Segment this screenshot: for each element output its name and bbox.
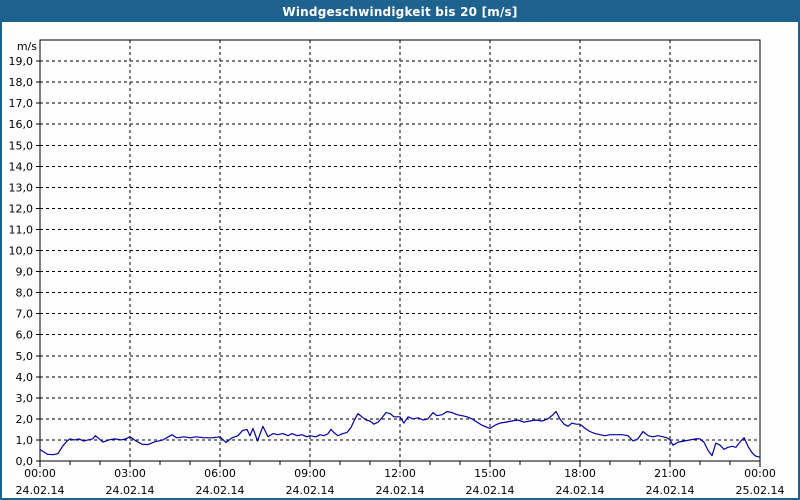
x-tick-date-label: 25.02.14: [736, 484, 785, 497]
y-tick-label: 1,0: [16, 434, 34, 447]
y-tick-label: 2,0: [16, 413, 34, 426]
x-tick-time-label: 21:00: [654, 467, 686, 480]
title-bar: Windgeschwindigkeit bis 20 [m/s]: [2, 2, 798, 22]
y-tick-label: 12,0: [9, 202, 34, 215]
wind-speed-chart: m/s 0,0 1,0 2,0 3,0 4,0 5,0 6,0 7,0 8,0 9,0 10,0 11,…: [9, 39, 785, 497]
y-tick-label: 16,0: [9, 118, 34, 131]
y-tick-label: 3,0: [16, 392, 34, 405]
x-tick-date-label: 24.02.14: [106, 484, 155, 497]
y-tick-label: 19,0: [9, 55, 34, 68]
y-tick-label: 8,0: [16, 287, 34, 300]
y-tick-label: 14,0: [9, 160, 34, 173]
y-tick-label: 7,0: [16, 308, 34, 321]
plot-frame: [39, 39, 761, 462]
x-tick-time-label: 09:00: [294, 467, 326, 480]
x-tick-date-label: 24.02.14: [196, 484, 245, 497]
x-tick-date-label: 24.02.14: [16, 484, 65, 497]
x-tick-time-label: 12:00: [384, 467, 416, 480]
y-tick-label: 10,0: [9, 245, 34, 258]
x-tick-date-label: 24.02.14: [466, 484, 515, 497]
x-tick-time-label: 00:00: [744, 467, 776, 480]
x-tick-date-label: 24.02.14: [286, 484, 335, 497]
y-tick-label: 6,0: [16, 329, 34, 342]
y-tick-label: 15,0: [9, 139, 34, 152]
x-tick-time-label: 15:00: [474, 467, 506, 480]
x-tick-time-label: 18:00: [564, 467, 596, 480]
y-tick-label: 17,0: [9, 97, 34, 110]
x-tick-time-label: 06:00: [204, 467, 236, 480]
x-tick-date-label: 24.02.14: [376, 484, 425, 497]
y-tick-label: 4,0: [16, 371, 34, 384]
y-tick-label: 9,0: [16, 266, 34, 279]
y-tick-label: 5,0: [16, 350, 34, 363]
x-tick-date-label: 24.02.14: [646, 484, 695, 497]
x-tick-date-label: 24.02.14: [556, 484, 605, 497]
series-line: [39, 410, 760, 458]
y-tick-label: 13,0: [9, 181, 34, 194]
y-axis-unit-label: m/s: [17, 40, 37, 53]
y-tick-label: 11,0: [9, 223, 34, 236]
y-tick-label: 0,0: [16, 455, 34, 468]
y-tick-label: 18,0: [9, 76, 34, 89]
x-tick-time-label: 00:00: [24, 467, 56, 480]
x-tick-time-label: 03:00: [114, 467, 146, 480]
chart-title: Windgeschwindigkeit bis 20 [m/s]: [282, 5, 518, 19]
